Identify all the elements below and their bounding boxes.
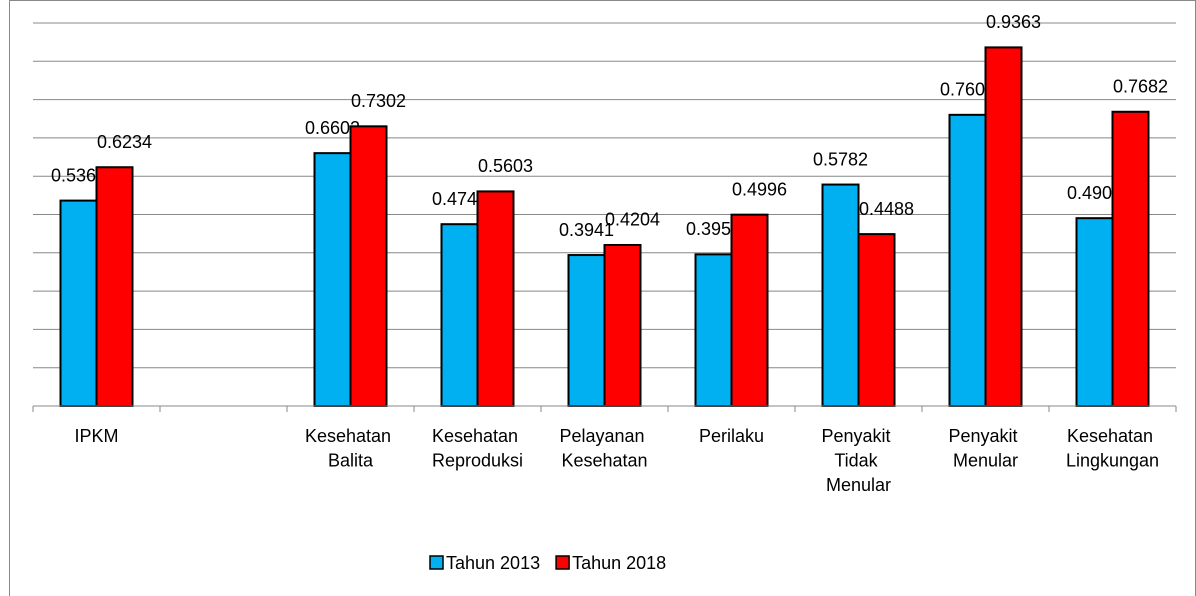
data-label: 0.7682 xyxy=(1113,77,1168,97)
data-label: 0.4996 xyxy=(732,179,787,199)
bar xyxy=(603,243,642,407)
bar xyxy=(349,125,388,407)
bar xyxy=(821,183,860,407)
legend-label: Tahun 2013 xyxy=(446,553,540,573)
data-label: 0.6602 xyxy=(305,118,360,138)
data-label: 0.4904 xyxy=(1067,183,1122,203)
x-tick-label: Penyakit Tidak Menular xyxy=(821,426,895,495)
data-label: 0.4488 xyxy=(859,199,914,219)
bar xyxy=(476,190,515,407)
bar xyxy=(313,152,352,407)
x-tick-label: Penyakit Menular xyxy=(948,426,1022,471)
bar xyxy=(440,223,479,407)
data-label: 0.3959 xyxy=(686,219,741,239)
x-tick-label: Pelayanan Kesehatan xyxy=(559,426,649,471)
x-tick-label: Kesehatan Balita xyxy=(305,426,396,471)
data-label: 0.7302 xyxy=(351,91,406,111)
bar xyxy=(567,254,606,407)
data-label: 0.5782 xyxy=(813,149,868,169)
x-tick-label: Perilaku xyxy=(699,426,764,446)
x-tick-label: Kesehatan Lingkungan xyxy=(1066,426,1159,471)
legend-swatch xyxy=(555,555,570,570)
legend-swatch xyxy=(429,555,444,570)
legend-label: Tahun 2018 xyxy=(572,553,666,573)
bar xyxy=(1111,110,1150,408)
bar xyxy=(694,253,733,407)
bar xyxy=(948,113,987,407)
data-label: 0.9363 xyxy=(986,12,1041,32)
bar xyxy=(857,233,896,407)
bar xyxy=(95,166,134,407)
data-label: 0.5603 xyxy=(478,156,533,176)
data-label: 0.4747 xyxy=(432,189,487,209)
bar xyxy=(1075,217,1114,407)
bar xyxy=(984,46,1023,408)
data-label: 0.4204 xyxy=(605,210,660,230)
x-tick-label: IPKM xyxy=(74,426,118,446)
bar xyxy=(59,199,98,407)
data-label: 0.3941 xyxy=(559,220,614,240)
x-tick-label: Kesehatan Reproduksi xyxy=(432,426,523,471)
bar xyxy=(730,213,769,407)
data-label: 0.7602 xyxy=(940,80,995,100)
data-label: 0.6234 xyxy=(97,132,152,152)
data-label: 0.5363 xyxy=(51,165,106,185)
